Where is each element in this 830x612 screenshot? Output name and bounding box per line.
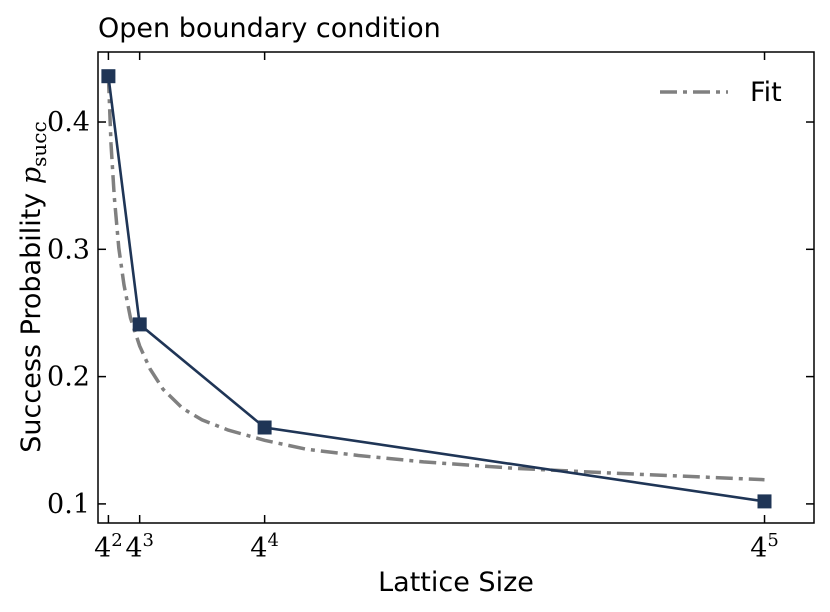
- y-axis-label-text: Success Probability: [16, 184, 47, 453]
- y-axis-label-var: p: [16, 167, 47, 184]
- series-line: [107, 76, 765, 503]
- legend: Fit: [660, 77, 782, 108]
- data-point-marker: [757, 494, 772, 509]
- fit-layer: [106, 76, 765, 482]
- x-tick-base: 4: [94, 533, 111, 564]
- data-point-marker: [101, 69, 116, 84]
- y-ticks: 0.1 0.2 0.3 0.4: [47, 107, 814, 520]
- y-tick-label: 0.1: [47, 489, 90, 520]
- x-tick-exponent: 4: [267, 530, 278, 551]
- x-tick-exponent: 2: [111, 530, 122, 551]
- y-axis-label: Success Probability psucc: [16, 121, 51, 452]
- legend-fit-label: Fit: [750, 77, 782, 108]
- data-point-marker: [257, 420, 272, 435]
- y-tick-label: 0.3: [47, 234, 90, 265]
- x-tick-label: 43: [125, 530, 154, 564]
- x-tick-exponent: 3: [143, 530, 154, 551]
- fit-curve: [106, 76, 765, 482]
- plot-frame: [97, 51, 815, 524]
- x-tick-base: 4: [250, 533, 267, 564]
- x-tick-label: 45: [750, 530, 779, 564]
- y-axis-label-subscript: succ: [27, 121, 51, 167]
- x-tick-base: 4: [750, 533, 767, 564]
- series-layer: [101, 69, 772, 509]
- x-tick-exponent: 5: [767, 530, 778, 551]
- y-tick-label: 0.4: [47, 107, 90, 138]
- chart-title: Open boundary condition: [98, 13, 441, 44]
- x-tick-label: 44: [250, 530, 279, 564]
- data-point-marker: [132, 317, 147, 332]
- x-tick-base: 4: [125, 533, 142, 564]
- y-tick-label: 0.2: [47, 362, 90, 393]
- x-tick-label: 42: [94, 530, 123, 564]
- x-ticks: 42 43 44 45: [94, 52, 779, 564]
- x-axis-label: Lattice Size: [378, 567, 534, 598]
